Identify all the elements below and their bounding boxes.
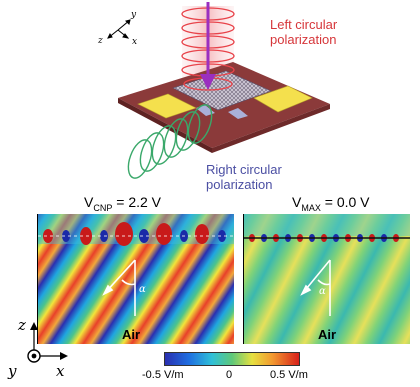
right-panel-edge <box>243 214 244 344</box>
right-panel-title: VMAX = 0.0 V <box>292 194 370 213</box>
left-circular-label: Left circular polarization <box>270 17 337 47</box>
right-field-map <box>244 214 410 344</box>
top-y-label: y <box>131 10 137 20</box>
colorbar-mid-label: 0 <box>226 369 233 381</box>
top-x-label: x <box>132 37 138 47</box>
right-circular-label: Right circular polarization <box>206 162 282 192</box>
right-medium-label: Air <box>318 327 337 342</box>
bottom-z-label: z <box>18 316 26 334</box>
bottom-x-label: x <box>56 362 65 380</box>
right-interface-spots <box>249 234 399 242</box>
right-circular-line2: polarization <box>206 177 273 192</box>
left-circular-line2: polarization <box>270 32 337 47</box>
right-direction-arrow <box>300 259 331 316</box>
electrode-right <box>253 85 313 113</box>
right-circular-line1: Right circular <box>206 162 282 177</box>
device-schematic <box>107 2 330 179</box>
left-direction-arrow <box>102 259 136 316</box>
bottom-y-label: y <box>8 362 17 380</box>
left-field-map <box>38 214 234 344</box>
left-interface-spots <box>43 222 226 246</box>
colorbar <box>164 352 300 366</box>
right-alpha: α <box>319 286 326 297</box>
top-z-label: z <box>98 36 103 46</box>
left-alpha: α <box>139 284 146 295</box>
colorbar-min-label: -0.5 V/m <box>142 369 184 381</box>
colorbar-max-label: 0.5 V/m <box>270 369 308 381</box>
right-circular-helix <box>127 104 213 179</box>
left-panel-edge <box>37 214 38 344</box>
top-axis-triad <box>107 19 131 39</box>
bottom-axis-triad <box>27 322 68 363</box>
left-circular-line1: Left circular <box>270 17 338 32</box>
incident-arrow <box>200 2 216 90</box>
left-medium-label: Air <box>122 327 141 342</box>
left-panel-title: VCNP = 2.2 V <box>84 194 162 213</box>
